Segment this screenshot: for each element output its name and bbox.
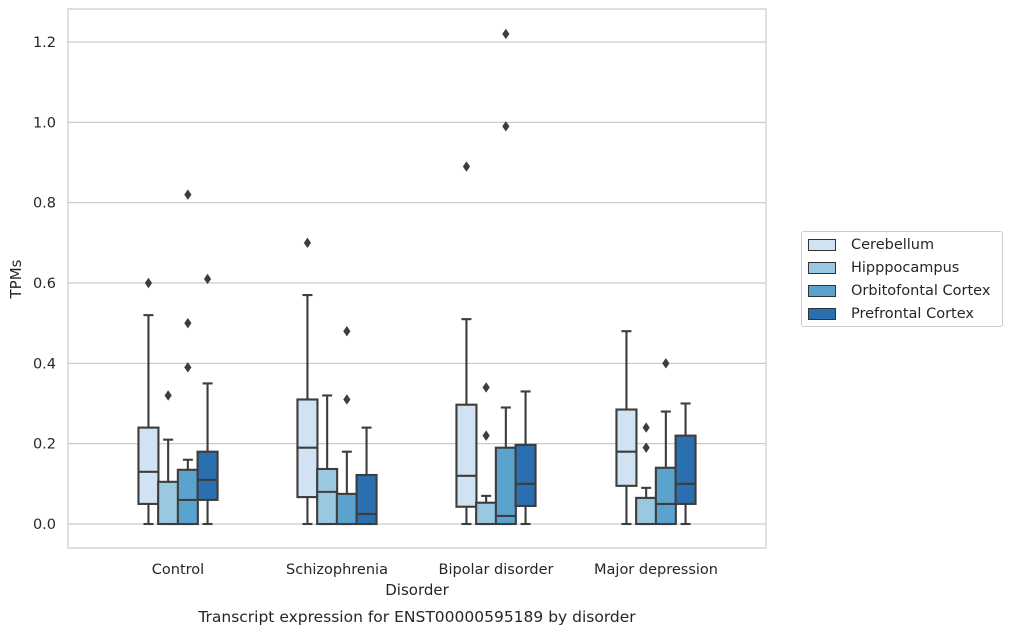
chart-title: Transcript expression for ENST0000059518…	[197, 608, 636, 626]
y-tick-label: 1.2	[33, 35, 56, 51]
legend-item: Prefrontal Cortex	[808, 304, 974, 324]
box-1-1	[316, 394, 339, 526]
outlier-point	[303, 237, 312, 249]
legend-swatch	[808, 239, 836, 251]
grid-lines	[68, 41, 766, 525]
box-body	[137, 426, 160, 505]
outlier-point	[184, 317, 192, 329]
box-3-2	[654, 358, 677, 526]
outlier-point	[203, 273, 212, 285]
box-body	[316, 467, 339, 526]
box-body	[196, 450, 219, 501]
box-body	[335, 492, 358, 526]
box-1-3	[355, 426, 378, 526]
x-tick-label: Control	[152, 562, 204, 578]
y-tick-labels: 0.0 0.2 0.4 0.6 0.8 1.0 1.2	[33, 35, 56, 533]
box-body	[674, 434, 697, 505]
y-tick-label: 1.0	[33, 115, 56, 131]
outlier-point	[482, 382, 490, 393]
outlier-point	[144, 277, 153, 289]
outlier-point	[164, 390, 172, 401]
legend-label: Orbitofontal Cortex	[851, 283, 991, 299]
x-tick-label: Bipolar disorder	[439, 562, 554, 578]
box-body	[176, 468, 199, 526]
box-groups	[137, 28, 697, 526]
outlier-point	[502, 121, 510, 132]
y-tick-label: 0.2	[33, 437, 56, 453]
outlier-point	[482, 430, 490, 441]
box-2-0	[455, 161, 478, 526]
box-body	[635, 496, 658, 526]
box-body	[615, 408, 638, 487]
legend-swatch	[808, 308, 836, 320]
legend-item: Orbitofontal Cortex	[808, 281, 990, 301]
box-2-1	[475, 382, 498, 526]
box-1-0	[296, 237, 319, 526]
plot-frame	[67, 8, 767, 549]
box-body	[475, 501, 498, 526]
legend-label: Hipppocampus	[851, 260, 960, 276]
x-tick-label: Schizophrenia	[286, 562, 388, 578]
y-tick-label: 0.6	[33, 276, 56, 292]
y-tick-label: 0.0	[33, 517, 56, 533]
legend-swatch	[808, 262, 836, 274]
box-3-0	[615, 330, 638, 526]
box-body	[514, 443, 537, 507]
box-3-1	[635, 422, 658, 526]
outlier-point	[502, 28, 510, 40]
x-tick-labels: Control Schizophrenia Bipolar disorder Majo…	[152, 562, 718, 578]
legend: Cerebellum Hipppocampus Orbitofontal Corte…	[801, 231, 1003, 327]
legend-label: Prefrontal Cortex	[851, 306, 974, 322]
box-3-3	[674, 402, 697, 526]
legend-swatch	[808, 285, 836, 297]
box-2-2	[494, 28, 517, 526]
y-tick-label: 0.8	[33, 196, 56, 212]
box-body	[157, 480, 180, 526]
y-axis-label: TPMs	[7, 259, 25, 299]
box-body	[494, 446, 517, 526]
x-axis-label: Disorder	[385, 581, 449, 599]
outlier-point	[642, 422, 650, 433]
legend-item: Cerebellum	[808, 235, 934, 255]
box-body	[654, 466, 677, 526]
y-tick-label: 0.4	[33, 356, 56, 372]
box-0-0	[137, 277, 160, 526]
outlier-point	[343, 326, 351, 337]
outlier-point	[662, 358, 670, 369]
outlier-point	[184, 362, 192, 373]
box-0-1	[157, 390, 180, 526]
x-tick-label: Major depression	[594, 562, 718, 578]
legend-item: Hipppocampus	[808, 258, 959, 278]
legend-label: Cerebellum	[851, 237, 935, 253]
box-0-2	[176, 189, 199, 526]
box-1-2	[335, 326, 358, 526]
box-2-3	[514, 390, 537, 526]
box-body	[455, 403, 478, 508]
box-body	[355, 473, 378, 526]
outlier-point	[184, 189, 192, 200]
outlier-point	[462, 161, 471, 172]
box-0-3	[196, 273, 219, 526]
outlier-point	[642, 442, 650, 453]
outlier-point	[343, 394, 351, 405]
